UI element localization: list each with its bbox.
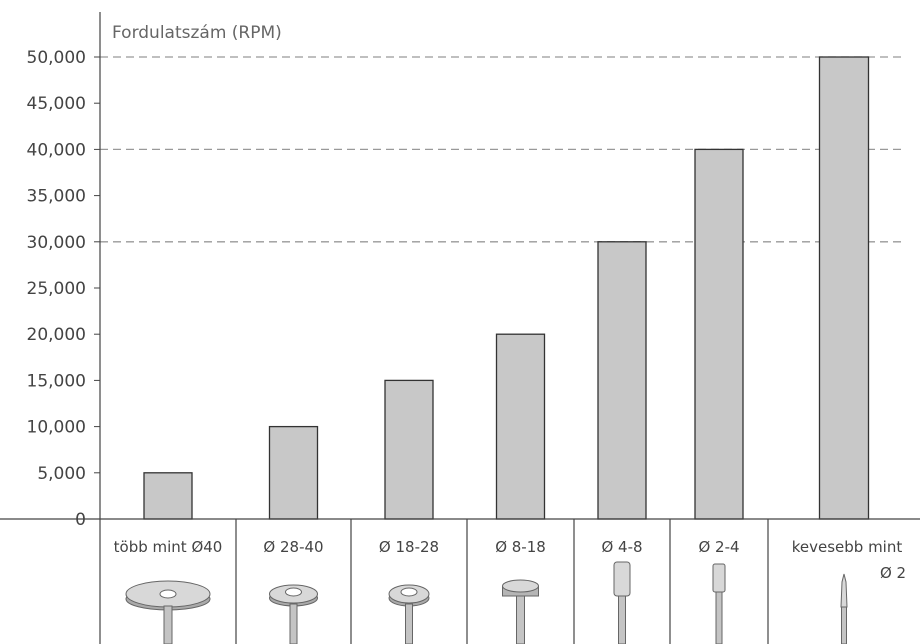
bar bbox=[495, 333, 546, 520]
y-tick-label: 30,000 bbox=[27, 233, 86, 253]
medium-disc-tool-icon bbox=[269, 584, 318, 644]
x-tick-label: több mint Ø40 bbox=[114, 538, 223, 556]
y-tick-label: 40,000 bbox=[27, 140, 86, 160]
bar bbox=[597, 241, 647, 520]
x-tick-label: kevesebb mint Ø 2 bbox=[792, 538, 906, 582]
x-tick-label: Ø 8-18 bbox=[495, 538, 546, 556]
y-tick-label: 15,000 bbox=[27, 371, 86, 391]
chart-title: Fordulatszám (RPM) bbox=[112, 23, 282, 43]
flat-cylinder-tool-icon bbox=[502, 579, 539, 644]
y-tick-label: 25,000 bbox=[27, 279, 86, 299]
cylinder-tool-icon bbox=[613, 561, 631, 644]
x-axis: több mint Ø40 Ø 28-40 Ø 18-28 Ø 8-18 Ø 4-8 Ø … bbox=[0, 518, 920, 644]
grid bbox=[100, 56, 905, 243]
bar bbox=[818, 56, 870, 520]
pointed-tool-icon bbox=[840, 573, 848, 644]
large-disc-tool-icon bbox=[125, 580, 211, 644]
y-tick-label: 35,000 bbox=[27, 187, 86, 207]
x-tick-label: Ø 4-8 bbox=[601, 538, 642, 556]
y-axis: 0 5,000 10,000 15,000 20,000 25,000 30,000 35,0… bbox=[27, 12, 101, 530]
small-disc-tool-icon bbox=[388, 584, 430, 644]
bar bbox=[384, 379, 434, 520]
tool-icons bbox=[125, 561, 848, 644]
bars bbox=[143, 56, 870, 520]
y-tick-label: 20,000 bbox=[27, 325, 86, 345]
y-tick-label: 45,000 bbox=[27, 94, 86, 114]
y-tick-label: 10,000 bbox=[27, 418, 86, 438]
narrow-cylinder-tool-icon bbox=[712, 563, 726, 644]
x-tick-label: Ø 28-40 bbox=[263, 538, 323, 556]
bar bbox=[694, 148, 744, 520]
bar bbox=[268, 425, 319, 520]
y-tick-label: 50,000 bbox=[27, 48, 86, 68]
bar bbox=[143, 472, 193, 520]
y-tick-label: 0 bbox=[75, 510, 86, 530]
x-tick-label: Ø 2-4 bbox=[698, 538, 739, 556]
x-tick-label: Ø 18-28 bbox=[379, 538, 439, 556]
y-tick-label: 5,000 bbox=[37, 464, 86, 484]
